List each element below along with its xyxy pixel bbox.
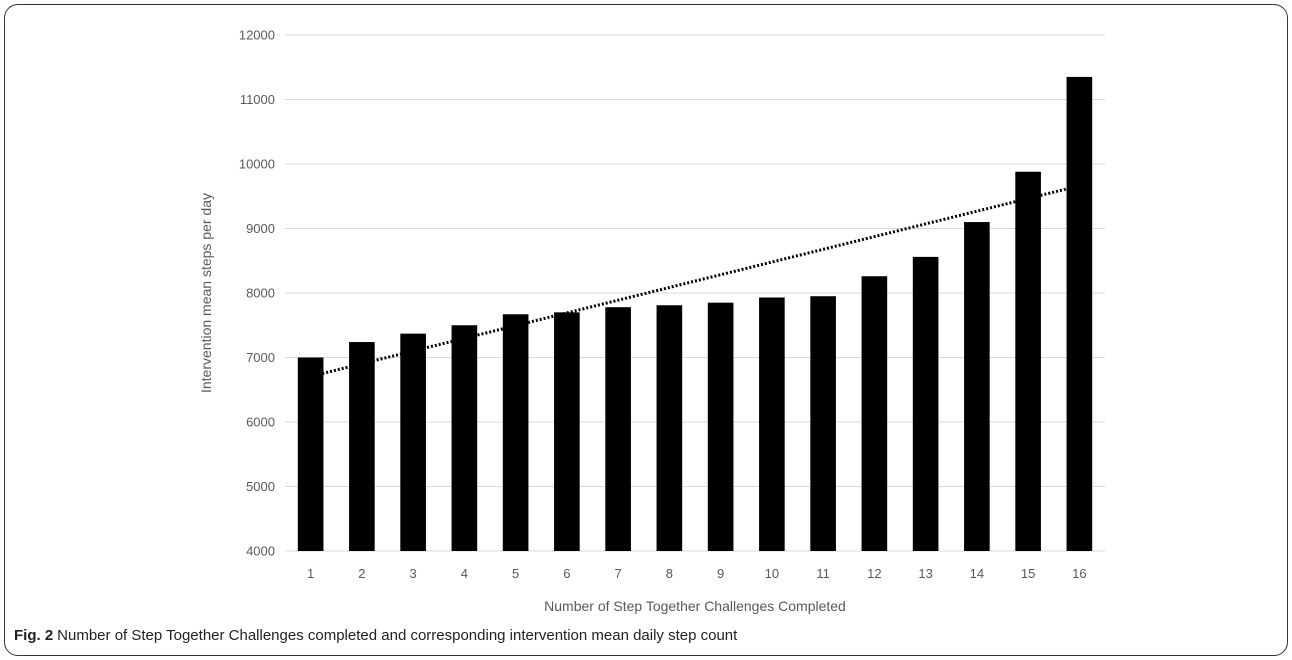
x-tick-label: 12 bbox=[867, 566, 881, 581]
x-tick-label: 1 bbox=[307, 566, 314, 581]
trendline bbox=[310, 184, 1080, 378]
bar bbox=[810, 296, 836, 551]
x-tick-label: 7 bbox=[615, 566, 622, 581]
x-tick-label: 9 bbox=[717, 566, 724, 581]
x-tick-label: 2 bbox=[358, 566, 365, 581]
bar bbox=[297, 357, 324, 551]
bar bbox=[605, 307, 631, 551]
y-tick-label: 10000 bbox=[239, 157, 275, 172]
bar bbox=[400, 333, 426, 551]
figure-caption: Fig. 2 Number of Step Together Challenges… bbox=[14, 627, 737, 644]
bar bbox=[861, 276, 888, 551]
x-tick-label: 3 bbox=[410, 566, 417, 581]
bar bbox=[759, 297, 785, 551]
y-tick-label: 8000 bbox=[246, 286, 275, 301]
y-tick-label: 11000 bbox=[240, 92, 275, 107]
x-tick-label: 11 bbox=[816, 566, 830, 581]
x-tick-label: 13 bbox=[918, 566, 932, 581]
x-tick-label: 8 bbox=[666, 566, 673, 581]
bars bbox=[297, 76, 1093, 552]
figure-frame bbox=[4, 4, 1288, 656]
bar bbox=[1066, 76, 1093, 552]
x-axis-title: Number of Step Together Challenges Compl… bbox=[544, 598, 846, 614]
y-tick-label: 4000 bbox=[246, 544, 275, 559]
x-tick-labels: 1 2 3 4 5 6 7 8 9 10 11 12 13 14 15 16 bbox=[307, 566, 1087, 581]
y-tick-label: 12000 bbox=[239, 28, 275, 43]
bar bbox=[349, 342, 375, 551]
x-tick-label: 14 bbox=[970, 566, 984, 581]
x-tick-label: 4 bbox=[461, 566, 468, 581]
y-tick-label: 5000 bbox=[246, 479, 275, 494]
bar bbox=[964, 222, 990, 552]
x-tick-label: 15 bbox=[1021, 566, 1035, 581]
bar bbox=[912, 256, 939, 551]
figure-label: Fig. 2 bbox=[14, 627, 54, 644]
x-tick-label: 6 bbox=[563, 566, 570, 581]
caption-text: Number of Step Together Challenges compl… bbox=[57, 627, 738, 644]
bar bbox=[656, 305, 683, 551]
bar bbox=[451, 325, 478, 551]
y-tick-label: 9000 bbox=[246, 221, 275, 236]
x-tick-label: 5 bbox=[512, 566, 519, 581]
y-tick-labels: 4000 5000 6000 7000 8000 9000 10000 11000 12000 bbox=[239, 28, 275, 559]
trendline-group bbox=[310, 184, 1080, 378]
bar bbox=[1015, 171, 1041, 552]
bar bbox=[707, 302, 734, 551]
bar-chart: 400050006000700080009000100001100012000 … bbox=[198, 28, 1105, 614]
x-tick-label: 10 bbox=[765, 566, 779, 581]
y-axis-title: Intervention mean steps per day bbox=[198, 193, 214, 393]
x-tick-label: 16 bbox=[1072, 566, 1086, 581]
y-tick-label: 7000 bbox=[246, 350, 275, 365]
y-tick-label: 6000 bbox=[246, 415, 275, 430]
bar bbox=[554, 312, 580, 551]
bar bbox=[502, 314, 529, 551]
